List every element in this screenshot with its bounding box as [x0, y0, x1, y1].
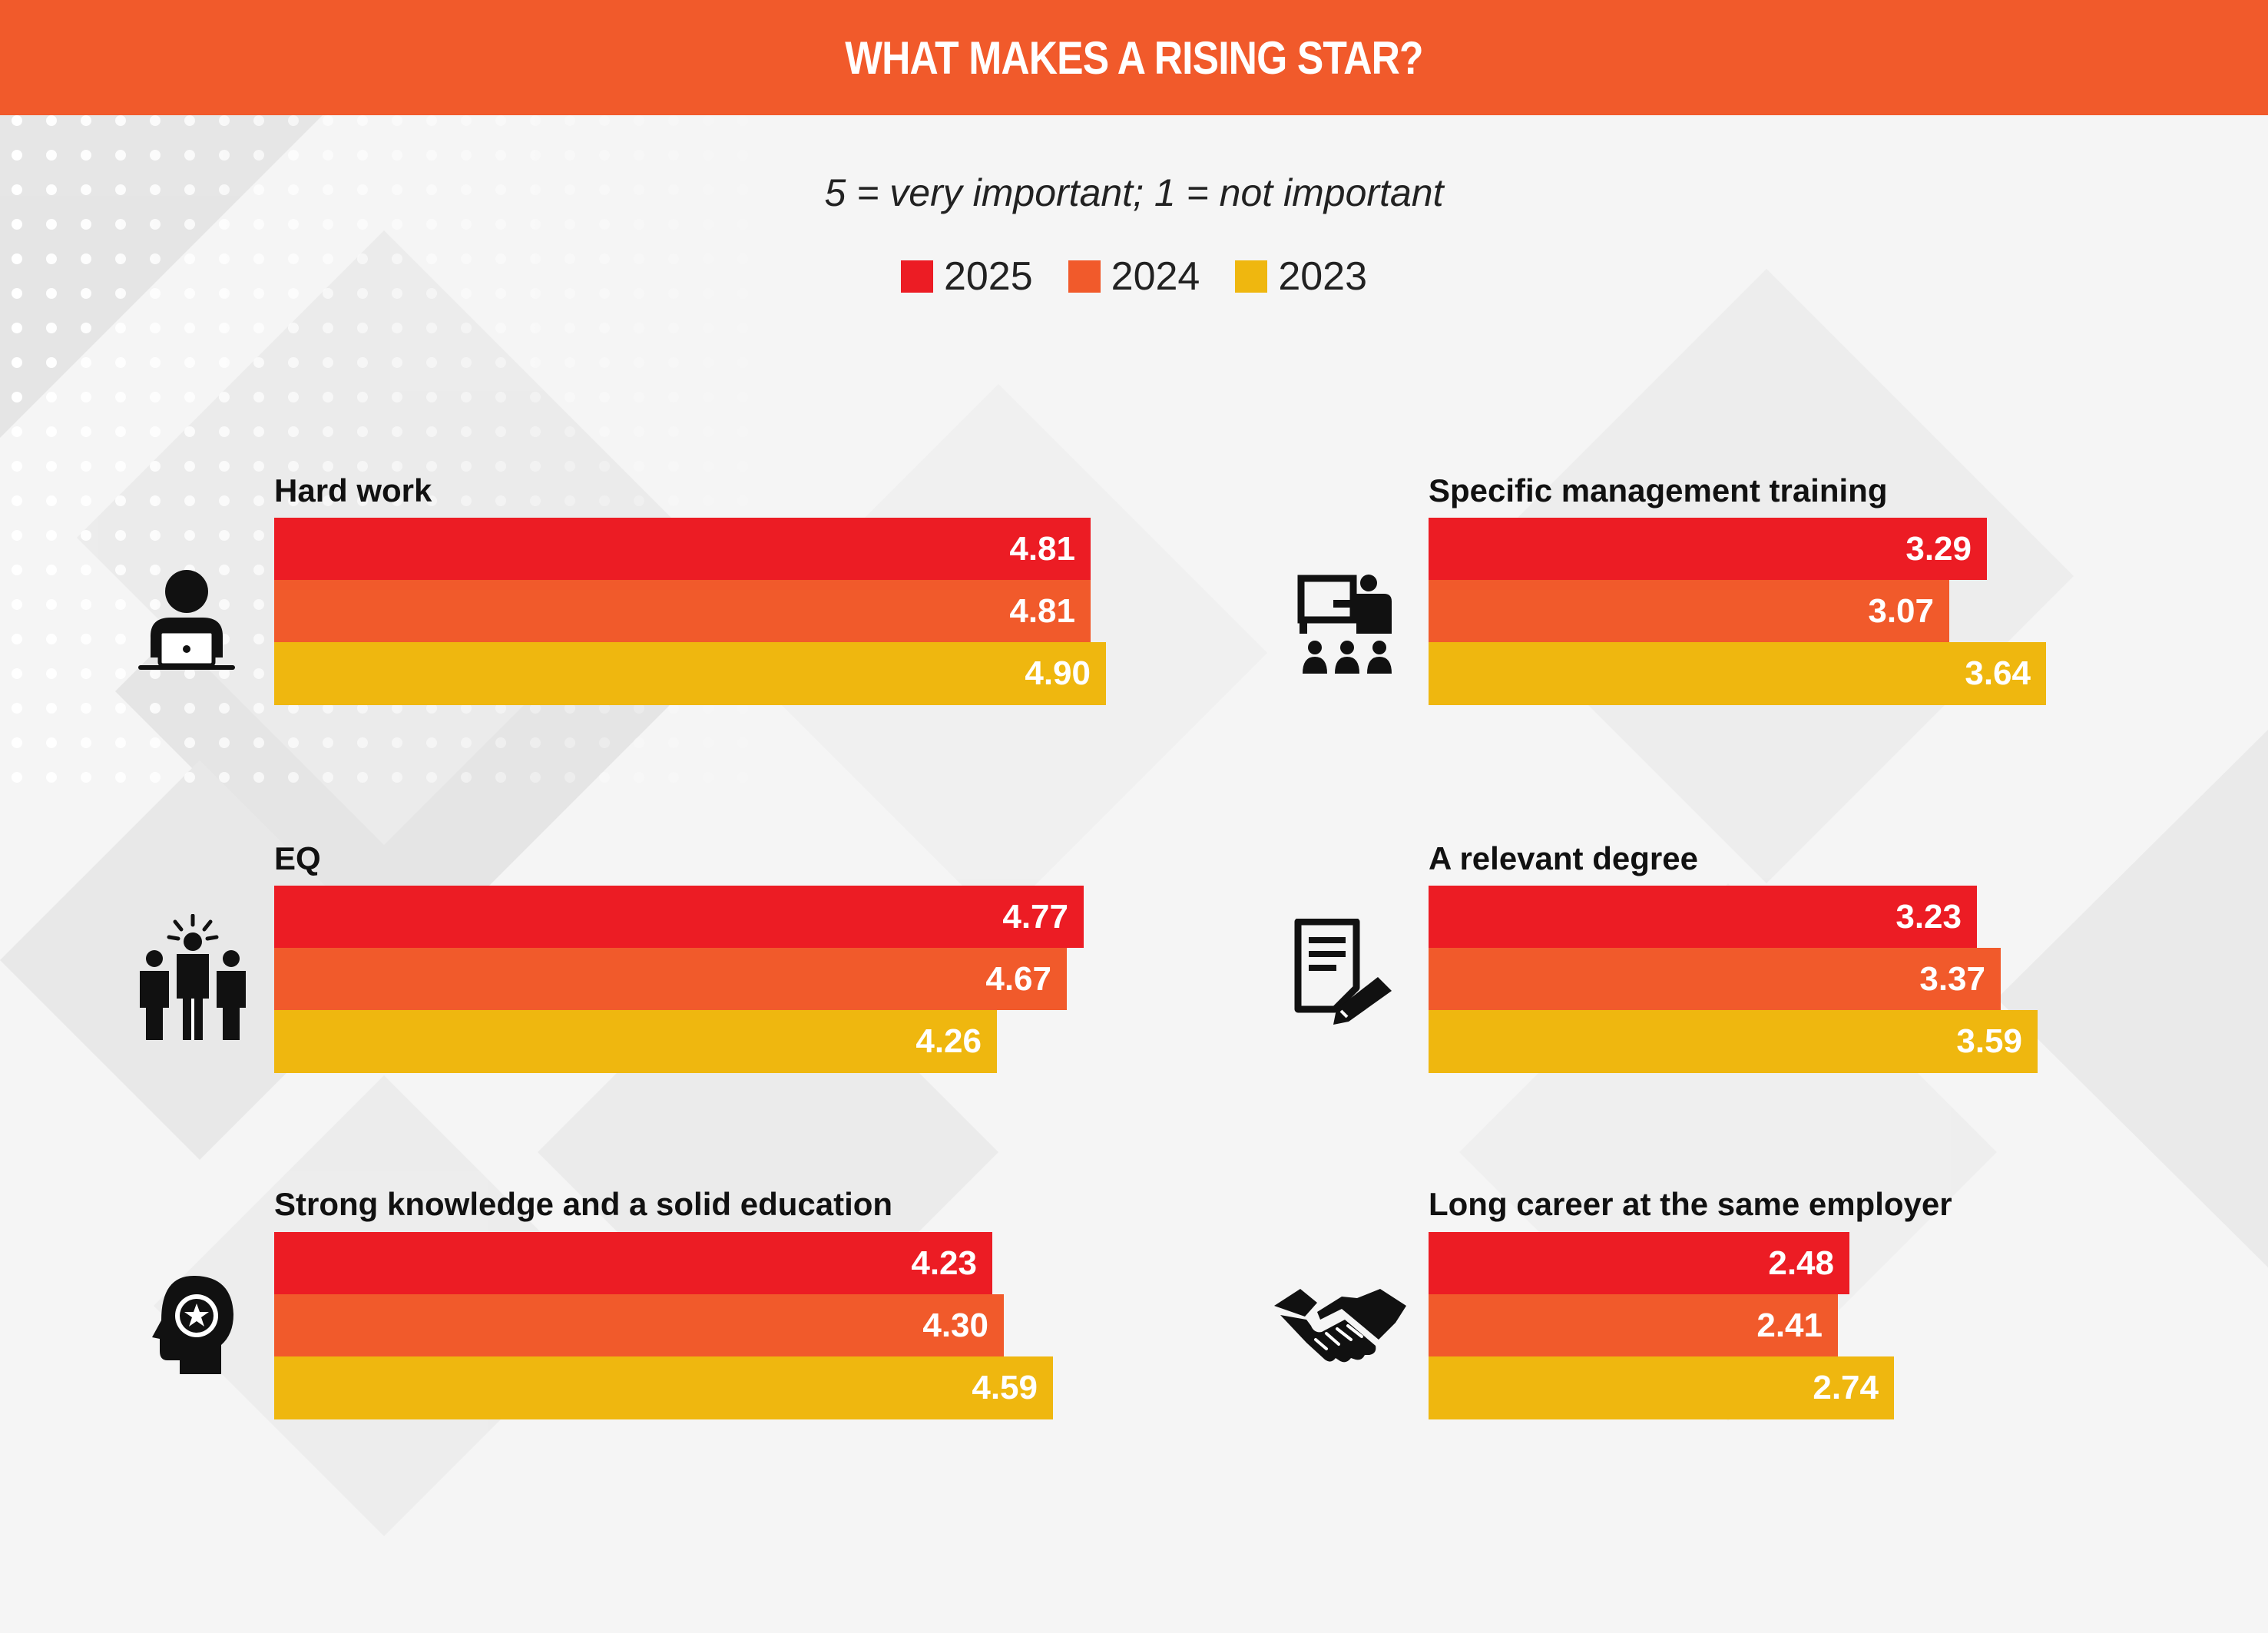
- bar-value-label: 3.23: [1896, 897, 1962, 936]
- legend: 2025 2024 2023: [0, 253, 2268, 300]
- bar-value-label: 4.30: [922, 1306, 988, 1344]
- legend-item-2023: 2023: [1235, 253, 1367, 300]
- bar-value-label: 4.26: [915, 1022, 982, 1060]
- bar-2023: 4.90: [274, 642, 1106, 705]
- legend-swatch-2025: [900, 260, 933, 293]
- bar-2025: 2.48: [1429, 1232, 1849, 1294]
- group-title: Hard work: [274, 472, 432, 508]
- bar-value-label: 3.59: [1956, 1022, 2022, 1060]
- bar-value-label: 2.74: [1813, 1369, 1879, 1406]
- bar-2024: 4.67: [274, 948, 1067, 1010]
- bar-value-label: 4.81: [1009, 529, 1075, 568]
- legend-item-2025: 2025: [900, 253, 1033, 300]
- bar-value-label: 4.67: [985, 959, 1051, 998]
- legend-label-2023: 2023: [1278, 254, 1368, 299]
- bar-value-label: 4.81: [1009, 591, 1075, 630]
- bar-2023: 3.59: [1429, 1010, 2038, 1073]
- team-people-icon: [140, 914, 246, 1040]
- bar-2023: 4.59: [274, 1356, 1053, 1419]
- bar-value-label: 3.29: [1905, 529, 1972, 568]
- bar-2025: 3.29: [1429, 518, 1987, 580]
- group-title: Long career at the same employer: [1429, 1186, 1952, 1222]
- bar-value-label: 3.64: [1965, 654, 2031, 692]
- group-title: A relevant degree: [1429, 840, 1698, 876]
- chart-subtitle: 5 = very important; 1 = not important: [824, 171, 1444, 214]
- document-pen-icon: [1294, 919, 1392, 1025]
- bar-value-label: 3.37: [1919, 959, 1985, 998]
- bar-value-label: 2.41: [1756, 1306, 1823, 1344]
- header-bar: WHAT MAKES A RISING STAR?: [0, 0, 2268, 115]
- bar-2023: 2.74: [1429, 1356, 1894, 1419]
- bar-2024: 3.37: [1429, 948, 2001, 1010]
- bar-value-label: 4.90: [1025, 654, 1091, 692]
- bar-2025: 4.81: [274, 518, 1091, 580]
- legend-item-2024: 2024: [1068, 253, 1200, 300]
- legend-swatch-2023: [1235, 260, 1268, 293]
- legend-swatch-2024: [1068, 260, 1101, 293]
- bar-2024: 4.30: [274, 1294, 1004, 1356]
- bar-2025: 4.23: [274, 1232, 992, 1294]
- handshake-icon: [1274, 1289, 1406, 1363]
- bar-value-label: 4.23: [911, 1244, 977, 1282]
- bar-2023: 3.64: [1429, 642, 2046, 705]
- bar-2024: 2.41: [1429, 1294, 1838, 1356]
- bar-2023: 4.26: [274, 1010, 997, 1073]
- bar-value-label: 4.59: [972, 1369, 1038, 1406]
- person-laptop-icon: [138, 570, 235, 670]
- bar-value-label: 3.07: [1868, 591, 1934, 630]
- chart-title: WHAT MAKES A RISING STAR?: [845, 31, 1423, 84]
- bar-2024: 4.81: [274, 580, 1091, 642]
- bar-value-label: 2.48: [1768, 1244, 1834, 1282]
- bar-value-label: 4.77: [1002, 897, 1068, 936]
- group-title: Specific management training: [1429, 472, 1888, 508]
- bar-2025: 4.77: [274, 886, 1084, 948]
- legend-label-2024: 2024: [1111, 254, 1200, 299]
- presenter-audience-icon: [1297, 575, 1392, 674]
- head-star-icon: [152, 1276, 233, 1374]
- bar-2024: 3.07: [1429, 580, 1949, 642]
- group-title: Strong knowledge and a solid education: [274, 1186, 893, 1222]
- bar-2025: 3.23: [1429, 886, 1977, 948]
- group-title: EQ: [274, 840, 321, 876]
- legend-label-2025: 2025: [943, 254, 1033, 299]
